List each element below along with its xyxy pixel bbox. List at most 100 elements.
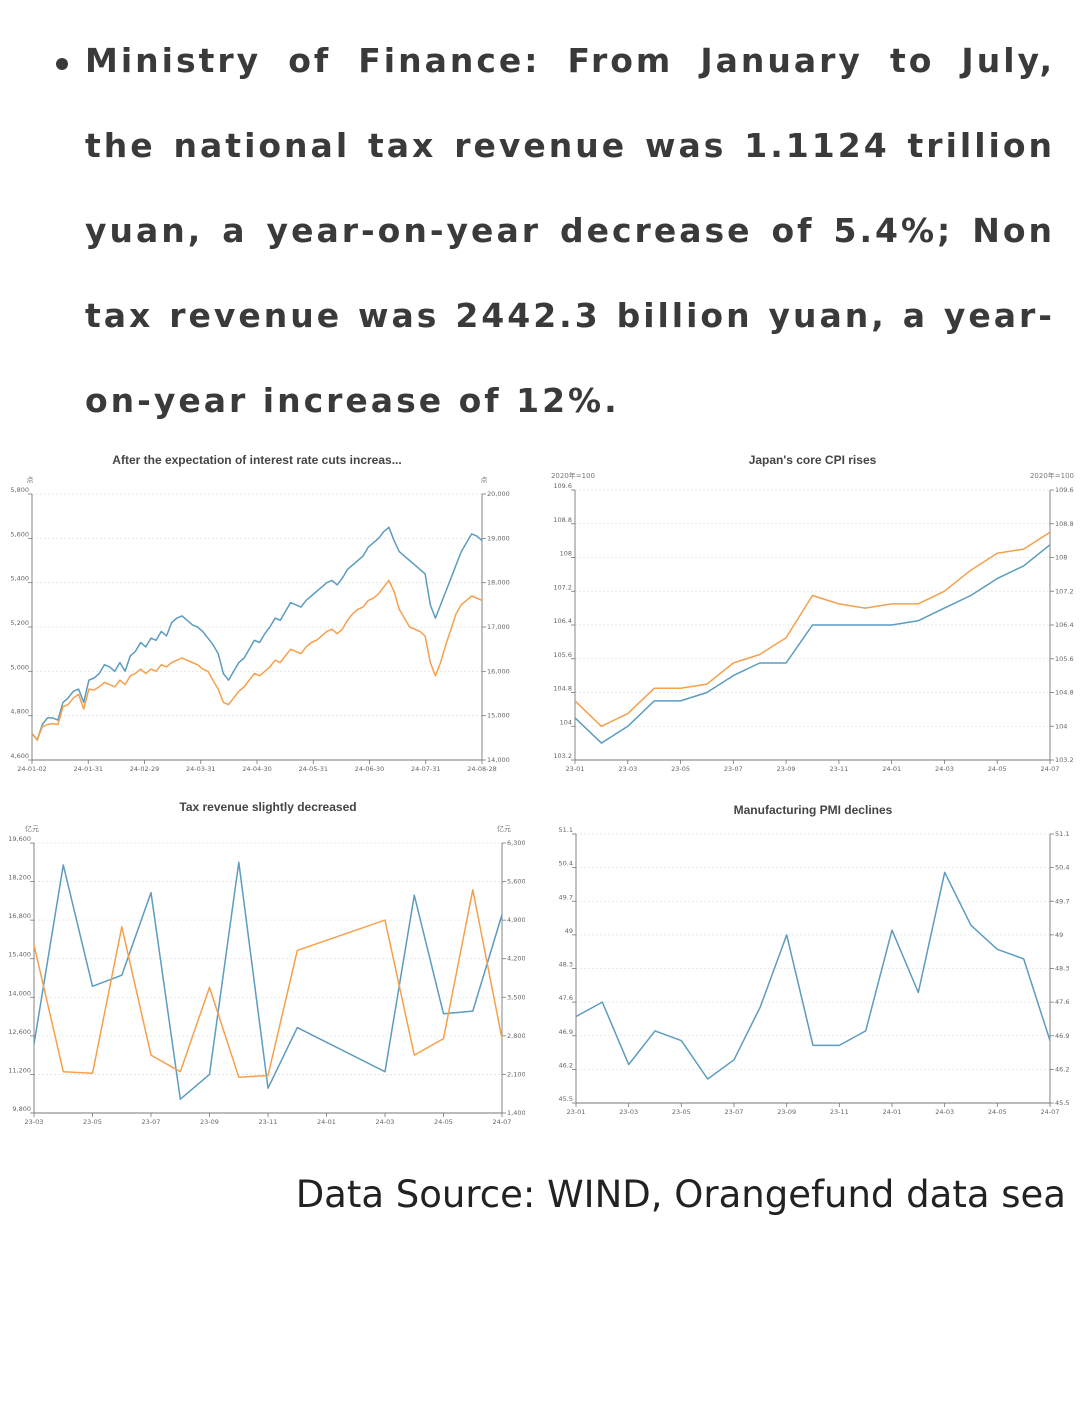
y-left-tick-label: 47.6 — [559, 994, 573, 1002]
x-tick-label: 24-07 — [1041, 1108, 1060, 1116]
x-tick-label: 23-09 — [777, 1108, 796, 1116]
x-tick-label: 24-07 — [493, 1118, 512, 1126]
c4-svg: Manufacturing PMI declines 45.5 46.2 46.9 47… — [559, 803, 1070, 1116]
y-right-tick-label: 2,100 — [507, 1070, 525, 1078]
y-left-tick-label: 16,800 — [8, 912, 31, 920]
y-left-tick-label: 49.7 — [559, 893, 573, 901]
left-unit-label: 2020年=100 — [551, 471, 595, 480]
x-tick-label: 23-11 — [830, 1108, 849, 1116]
bullet-icon — [56, 58, 68, 70]
x-tick-label: 23-01 — [567, 1108, 586, 1116]
x-tick-label: 23-05 — [83, 1118, 102, 1126]
data-source-caption: Data Source: WIND, Orangefund data sea — [295, 1173, 1066, 1216]
x-tick-label: 24-05 — [988, 1108, 1007, 1116]
y-right-tick-label: 2,800 — [507, 1032, 525, 1040]
y-left-tick-label: 9,800 — [12, 1105, 31, 1113]
y-left-tick-label: 4,600 — [10, 752, 29, 760]
y-right-tick-label: 17,000 — [487, 623, 510, 631]
y-left-tick-label: 109.6 — [553, 482, 572, 490]
y-right-tick-label: 14,000 — [487, 756, 510, 764]
y-right-tick-label: 45.5 — [1055, 1099, 1069, 1107]
y-right-tick-label: 46.2 — [1055, 1065, 1069, 1073]
y-left-tick-label: 5,400 — [10, 575, 29, 583]
series-line-blue — [575, 871, 1051, 1080]
y-right-tick-label: 47.6 — [1055, 998, 1069, 1006]
y-right-tick-label: 48.3 — [1055, 965, 1069, 973]
bullet-paragraph: Ministry of Finance: From January to Jul… — [50, 18, 1055, 443]
x-tick-label: 23-07 — [724, 765, 743, 773]
y-right-tick-label: 16,000 — [487, 667, 510, 675]
y-right-tick-label: 108 — [1055, 554, 1067, 562]
chart-title: Japan's core CPI rises — [749, 453, 877, 467]
series-line-orange — [31, 579, 483, 741]
c2-svg: Japan's core CPI rises 2020年=100 2020年=100… — [551, 453, 1074, 773]
y-left-tick-label: 15,400 — [8, 951, 31, 959]
chart-manufacturing-pmi: Manufacturing PMI declines 45.5 46.2 46.9 47… — [545, 798, 1080, 1133]
x-tick-label: 23-07 — [142, 1118, 161, 1126]
x-tick-label: 24-03 — [376, 1118, 395, 1126]
y-left-tick-label: 46.2 — [559, 1061, 573, 1069]
y-right-tick-label: 19,000 — [487, 534, 510, 542]
x-tick-label: 23-01 — [566, 765, 585, 773]
x-tick-label: 23-07 — [725, 1108, 744, 1116]
x-tick-label: 24-08-28 — [467, 765, 497, 773]
y-right-tick-label: 51.1 — [1055, 830, 1069, 838]
x-tick-label: 24-02-29 — [130, 765, 160, 773]
x-tick-label: 23-05 — [672, 1108, 691, 1116]
chart-interest-rate-cuts: After the expectation of interest rate c… — [0, 448, 510, 783]
x-tick-label: 24-05-31 — [298, 765, 328, 773]
y-left-tick-label: 45.5 — [559, 1095, 573, 1103]
x-tick-label: 23-03 — [618, 765, 637, 773]
x-tick-label: 24-04-30 — [242, 765, 272, 773]
c3-svg: Tax revenue slightly decreased 亿元 亿元 9,800 1… — [8, 800, 525, 1126]
y-left-tick-label: 108 — [560, 550, 572, 558]
c1-svg: After the expectation of interest rate c… — [10, 453, 510, 773]
y-right-tick-label: 105.6 — [1055, 655, 1074, 663]
y-left-tick-label: 18,200 — [8, 874, 31, 882]
y-left-tick-label: 103.2 — [553, 752, 572, 760]
x-tick-label: 24-07 — [1041, 765, 1060, 773]
x-tick-label: 24-03-31 — [186, 765, 216, 773]
x-tick-label: 24-06-30 — [355, 765, 385, 773]
series-line-blue — [574, 544, 1051, 744]
right-unit-label: 亿元 — [497, 824, 511, 833]
y-right-tick-label: 1,400 — [507, 1109, 525, 1117]
x-tick-label: 23-09 — [200, 1118, 219, 1126]
y-left-tick-label: 51.1 — [559, 826, 573, 834]
y-right-tick-label: 20,000 — [487, 490, 510, 498]
y-right-tick-label: 18,000 — [487, 579, 510, 587]
x-tick-label: 24-05 — [434, 1118, 453, 1126]
y-right-tick-label: 104 — [1055, 722, 1067, 730]
y-left-tick-label: 5,800 — [10, 486, 29, 494]
x-tick-label: 24-03 — [935, 765, 954, 773]
bullet-text: Ministry of Finance: From January to Jul… — [85, 41, 1055, 420]
x-tick-label: 23-09 — [777, 765, 796, 773]
y-right-tick-label: 6,300 — [507, 839, 525, 847]
y-right-tick-label: 49.7 — [1055, 897, 1069, 905]
left-unit-label: 点 — [27, 476, 34, 484]
y-right-tick-label: 4,200 — [507, 955, 525, 963]
y-left-tick-label: 11,200 — [8, 1066, 31, 1074]
chart-tax-revenue: Tax revenue slightly decreased 亿元 亿元 9,800 1… — [0, 795, 525, 1135]
x-tick-label: 23-03 — [619, 1108, 638, 1116]
y-right-tick-label: 109.6 — [1055, 486, 1074, 494]
y-left-tick-label: 5,000 — [10, 663, 29, 671]
y-right-tick-label: 5,600 — [507, 878, 525, 886]
x-tick-label: 24-01-31 — [73, 765, 103, 773]
x-tick-label: 24-01 — [317, 1118, 336, 1126]
chart-title: Tax revenue slightly decreased — [179, 800, 356, 814]
y-right-tick-label: 103.2 — [1055, 756, 1074, 764]
y-left-tick-label: 4,800 — [10, 708, 29, 716]
x-tick-label: 23-03 — [25, 1118, 44, 1126]
x-tick-label: 24-01-02 — [17, 765, 47, 773]
series-line-orange — [574, 531, 1051, 728]
y-right-tick-label: 50.4 — [1055, 864, 1069, 872]
x-tick-label: 24-01 — [882, 765, 901, 773]
y-right-tick-label: 107.2 — [1055, 587, 1074, 595]
y-left-tick-label: 50.4 — [559, 860, 573, 868]
y-left-tick-label: 104 — [560, 718, 572, 726]
series-line-orange — [33, 889, 503, 1078]
y-left-tick-label: 108.8 — [553, 516, 572, 524]
series-line-blue — [33, 861, 503, 1100]
y-right-tick-label: 3,500 — [507, 993, 525, 1001]
